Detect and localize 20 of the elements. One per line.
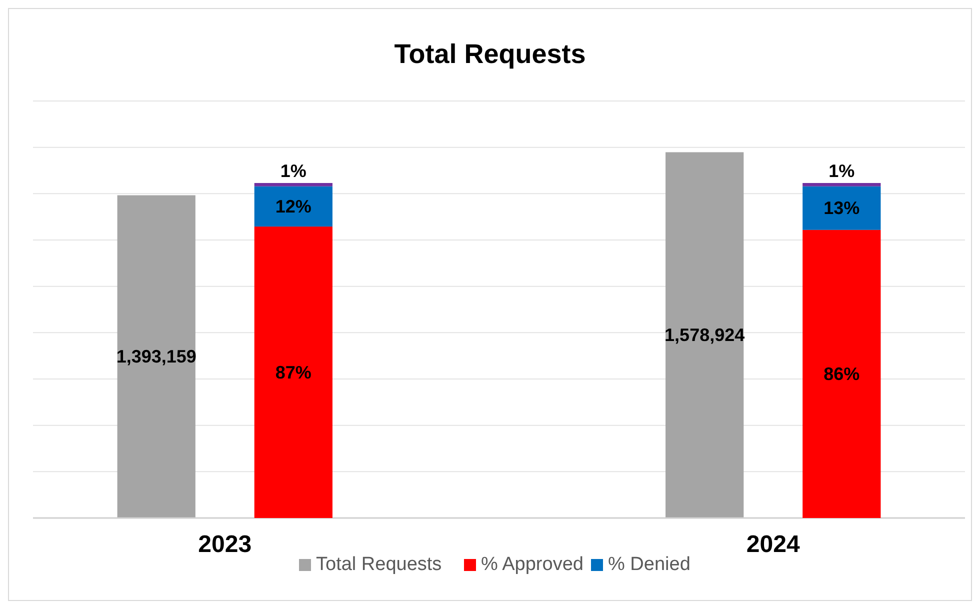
legend-label: % Denied	[608, 554, 690, 575]
data-label: 1,578,924	[664, 325, 745, 346]
bar	[254, 226, 332, 518]
bar	[254, 183, 332, 186]
data-label: 87%	[275, 362, 312, 382]
data-label: 13%	[824, 198, 860, 218]
data-label: 12%	[275, 196, 312, 216]
x-tick-label: 2024	[746, 531, 800, 558]
data-label: 1,393,159	[116, 346, 196, 367]
bar	[802, 230, 881, 518]
bar	[802, 183, 881, 186]
x-tick-label: 2023	[198, 531, 252, 558]
legend-label: % Approved	[481, 554, 584, 575]
bar	[254, 186, 332, 227]
data-label: 1%	[828, 161, 855, 181]
bar	[802, 186, 881, 230]
data-label: 86%	[824, 364, 860, 384]
chart-title: Total Requests	[394, 39, 586, 69]
legend-label: Total Requests	[316, 554, 442, 575]
data-label: 1%	[280, 161, 306, 181]
